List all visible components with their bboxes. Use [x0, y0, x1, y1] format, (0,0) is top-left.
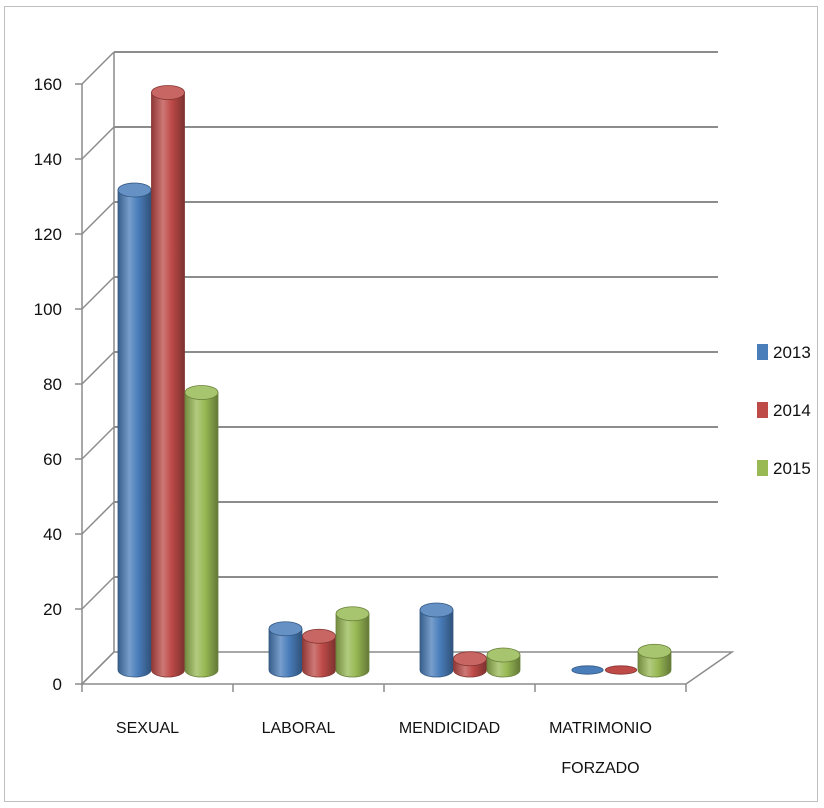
y-tick-label: 100 — [34, 300, 62, 319]
gridlines — [75, 51, 718, 685]
y-tick-label: 20 — [43, 600, 62, 619]
wall-line — [81, 126, 115, 160]
bar-top-2015-1 — [335, 606, 370, 622]
wall-line — [81, 501, 115, 535]
x-category-label: LABORAL — [262, 720, 336, 737]
y-tick-label: 120 — [34, 225, 62, 244]
legend-swatch — [757, 460, 768, 476]
bar-top-2015-0 — [184, 385, 219, 400]
bar-2014-1 — [302, 635, 336, 678]
y-tick-label: 140 — [34, 150, 62, 169]
chart-area — [4, 6, 818, 802]
legend-swatch — [757, 344, 768, 360]
bar-2013-2 — [419, 609, 454, 678]
wall-line — [81, 201, 115, 235]
wall-line — [81, 51, 115, 85]
x-category-label: MATRIMONIO — [549, 720, 652, 737]
wall-line — [81, 426, 115, 460]
bar-top-2014-2 — [453, 651, 487, 667]
bar-top-2015-2 — [486, 647, 521, 663]
x-category-label: MENDICIDAD — [399, 720, 500, 737]
x-category-label: FORZADO — [561, 760, 639, 777]
y-tick-label: 80 — [43, 375, 62, 394]
floor — [80, 651, 735, 685]
bar-2013-3 — [571, 665, 604, 675]
legend: 2013 2014 2015 — [757, 343, 811, 478]
bar-top-2013-0 — [117, 182, 152, 198]
bar-top-2013-2 — [419, 602, 454, 618]
bar-2014-3 — [604, 665, 638, 675]
x-category-label: SEXUAL — [116, 720, 179, 737]
y-tick-label: 0 — [53, 675, 62, 694]
legend-label: 2013 — [773, 343, 811, 362]
wall-line — [81, 576, 115, 610]
y-tick-label: 60 — [43, 450, 62, 469]
bar-2014-0 — [151, 92, 185, 678]
bar-top-2013-1 — [268, 621, 303, 637]
wall-line — [81, 276, 115, 310]
wall-line — [81, 351, 115, 385]
bar-top-2014-0 — [151, 85, 185, 100]
bar-2015-1 — [335, 613, 370, 678]
bar-2015-0 — [184, 392, 219, 678]
bar-2013-0 — [117, 189, 152, 678]
legend-swatch — [757, 402, 768, 418]
y-tick-label: 160 — [34, 75, 62, 94]
bar-top-2015-3 — [637, 643, 672, 659]
legend-label: 2015 — [773, 459, 811, 478]
y-tick-label: 40 — [43, 525, 62, 544]
bar-top-2014-1 — [302, 628, 336, 644]
legend-label: 2014 — [773, 401, 811, 420]
bar-2013-1 — [268, 628, 303, 678]
